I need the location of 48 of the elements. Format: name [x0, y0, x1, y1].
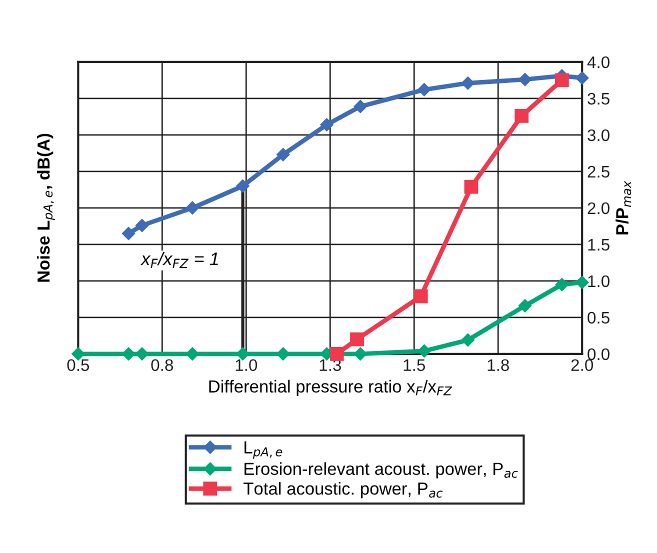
y-tick-label: 0.0: [588, 348, 610, 360]
point: [276, 347, 290, 361]
y-tick-label: 1.0: [588, 275, 610, 288]
x-tick-label: 1.5: [404, 359, 426, 372]
x-tick-label: 2.0: [571, 359, 594, 372]
point: [518, 299, 532, 312]
y-tick-label: 2.5: [588, 166, 610, 178]
x-tick-label: 0.8: [151, 359, 174, 372]
point: [576, 276, 589, 289]
point: [464, 180, 478, 194]
point: [236, 179, 250, 193]
point: [276, 148, 290, 162]
point: [186, 347, 199, 361]
point: [555, 278, 569, 292]
point: [461, 76, 474, 90]
point: [354, 100, 367, 114]
point: [320, 118, 334, 132]
point: [350, 332, 364, 346]
point: [186, 201, 199, 215]
legend-label: Total acoustic. power, P$_{ac}$: [244, 482, 443, 498]
point: [514, 109, 529, 123]
legend-label: Erosion-relevant acoust. power, P$_{ac}$: [244, 462, 518, 478]
x-tick-label: 1.0: [236, 359, 258, 372]
y-tick-label: 4.0: [587, 56, 610, 68]
y-tick-label: 1.5: [588, 239, 610, 251]
point: [461, 333, 474, 347]
point: [135, 347, 149, 361]
point: [122, 226, 136, 240]
y-tick-label: 3.5: [588, 92, 610, 105]
y-tick-label: 0.5: [588, 312, 610, 324]
y-tick-label: 2.0: [588, 202, 610, 214]
point: [555, 73, 569, 88]
x-tick-label: 0.5: [67, 359, 90, 372]
point: [354, 347, 367, 361]
point: [135, 218, 149, 232]
point: [518, 72, 532, 86]
point: [414, 289, 428, 304]
x-tick-label: 1.8: [488, 359, 509, 372]
legend-label: L$_{pA,e}$: [244, 441, 282, 459]
y-tick-label: 3.0: [588, 129, 610, 142]
point: [122, 347, 136, 361]
x-axis-title: Differential pressure ratio x$_{F}$/x$_{FZ}$: [209, 380, 452, 396]
point: [418, 344, 431, 358]
y2-axis-title: P/P$_{max}$: [616, 180, 632, 234]
point: [576, 71, 589, 85]
annotation: x$_{F}$/x$_{FZ}$ = 1: [140, 252, 218, 268]
point: [418, 83, 431, 96]
y-axis-title: Noise L$_{pA,e}$, dB(A): [36, 134, 55, 282]
